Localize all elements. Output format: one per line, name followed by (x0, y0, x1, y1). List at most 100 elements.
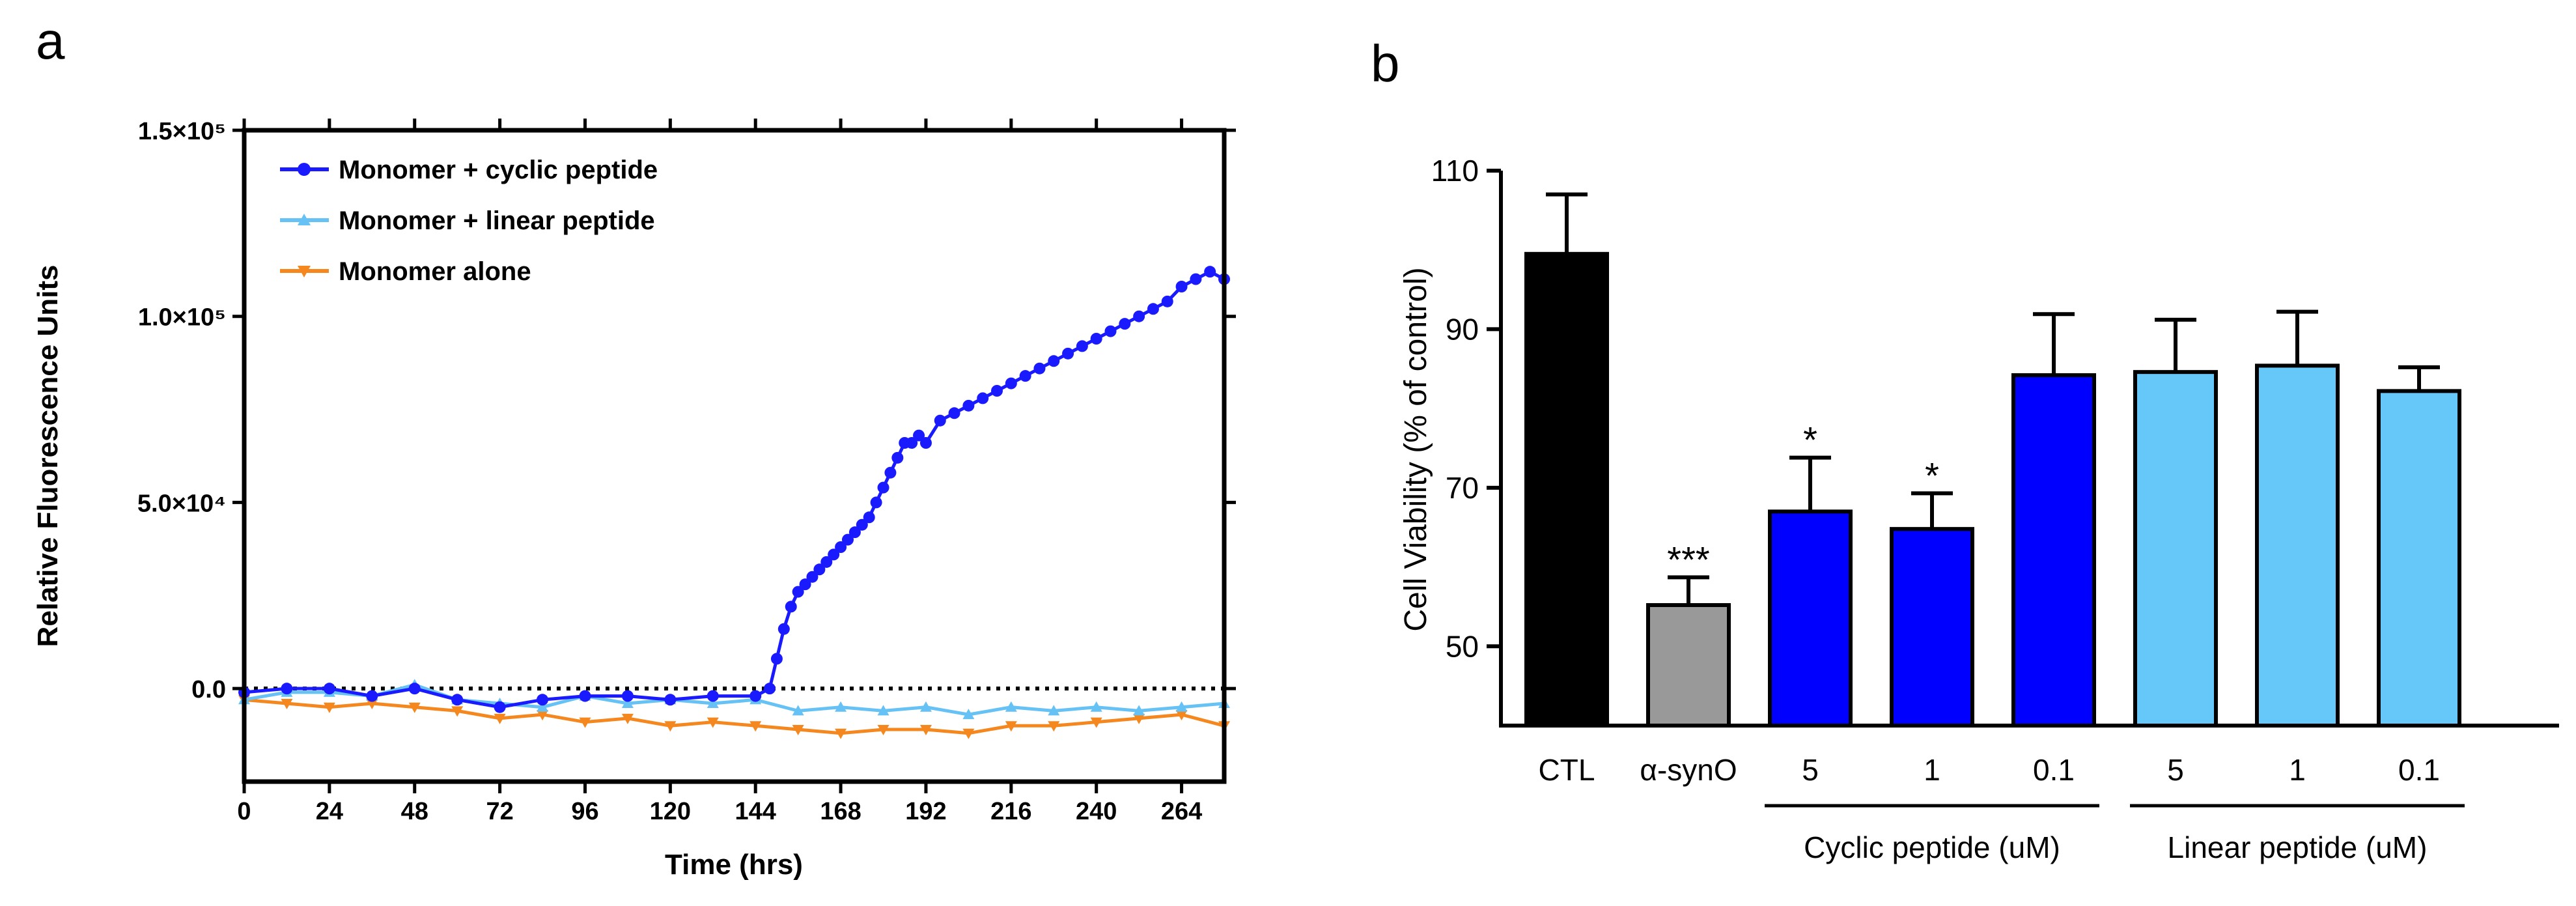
data-point (962, 399, 975, 412)
x-tick-label: 240 (1076, 798, 1117, 825)
series-line-1 (244, 270, 1225, 709)
bar (2011, 373, 2096, 728)
y-tick-label: 5.0×10⁴ (137, 490, 226, 517)
legend-label: Monomer + cyclic peptide (339, 156, 658, 184)
x-tick-label: 120 (650, 798, 691, 825)
chart-a-legend: Monomer + cyclic peptide Monomer + linear… (280, 156, 658, 286)
data-point (1175, 710, 1188, 721)
series-line-3 (244, 698, 1225, 735)
data-point (913, 429, 925, 442)
data-point (451, 694, 464, 706)
chart-a-y-axis-title: Relative Fluorescence Units (32, 265, 64, 647)
data-point (870, 496, 882, 509)
data-point (749, 690, 762, 702)
y-tick-label: 70 (1446, 471, 1479, 505)
x-tick-label: 72 (486, 798, 513, 825)
data-point (962, 709, 975, 720)
chart-b-y-ticks: 50 70 90 110 (1431, 154, 1501, 663)
data-point (1005, 701, 1017, 712)
data-point (621, 713, 634, 724)
data-point (749, 721, 762, 732)
data-point (707, 717, 719, 728)
x-category-label: 1 (1924, 753, 1940, 787)
data-point (366, 690, 378, 702)
data-point (1204, 266, 1216, 278)
y-tick-label: 0.0 (191, 676, 226, 703)
data-point (906, 437, 918, 449)
chart-a-x-ticks: 0 24 48 72 96 120 144 168 192 216 240 264 (237, 119, 1202, 825)
x-tick-label: 48 (401, 798, 428, 825)
y-tick-label: 50 (1446, 629, 1479, 663)
data-point (877, 481, 889, 494)
data-point (664, 721, 677, 732)
data-point (537, 710, 549, 721)
data-point (1147, 303, 1159, 315)
data-point (813, 563, 826, 576)
data-point (579, 690, 591, 702)
data-point (1090, 717, 1102, 728)
chart-b-y-axis-title: Cell Viability (% of control) (1399, 267, 1433, 631)
data-point (919, 725, 932, 735)
data-point (841, 533, 854, 546)
data-point (948, 407, 960, 419)
x-tick-label: 0 (237, 798, 251, 825)
group-label: Cyclic peptide (uM) (1804, 830, 2060, 864)
data-point (323, 702, 335, 713)
panel-b-label: b (1371, 35, 1400, 92)
data-point (877, 705, 889, 716)
series-line-2 (244, 683, 1225, 716)
x-tick-label: 96 (571, 798, 598, 825)
x-tick-label: 144 (735, 798, 776, 825)
x-category-label: CTL (1539, 753, 1595, 787)
data-point (877, 725, 889, 735)
data-point (1190, 273, 1202, 285)
data-point (707, 690, 719, 702)
data-point (863, 511, 875, 524)
data-point (1019, 370, 1031, 382)
data-point (579, 717, 591, 728)
data-point (792, 586, 804, 598)
data-point (806, 571, 819, 583)
data-point (537, 701, 549, 712)
data-point (707, 698, 719, 708)
data-point (494, 713, 506, 724)
data-point (1133, 705, 1145, 716)
data-point (451, 706, 464, 717)
data-point (770, 653, 783, 665)
legend-swatch-marker (298, 266, 311, 277)
data-point (323, 683, 335, 695)
data-point (856, 518, 868, 531)
data-point (1133, 310, 1145, 322)
bar (1524, 251, 1609, 728)
x-category-label: 1 (2289, 753, 2306, 787)
data-point (1090, 333, 1102, 345)
bar (1646, 602, 1731, 728)
y-tick-label: 90 (1446, 312, 1479, 346)
x-category-label: 5 (1802, 753, 1819, 787)
significance-label: * (1803, 419, 1817, 460)
data-point (1175, 281, 1188, 292)
bar (1890, 527, 1974, 728)
group-label: Linear peptide (uM) (2168, 830, 2428, 864)
data-point (792, 705, 804, 716)
bar (2377, 389, 2461, 728)
data-point (621, 698, 634, 708)
x-tick-label: 192 (905, 798, 946, 825)
data-point (1104, 325, 1117, 337)
bar (2133, 370, 2218, 728)
data-point (777, 623, 790, 635)
data-point (792, 725, 804, 735)
data-point (1048, 721, 1060, 732)
data-point (1062, 347, 1074, 360)
data-point (1005, 377, 1017, 389)
data-point (891, 451, 904, 464)
data-point (1048, 355, 1060, 367)
chart-a-x-axis-title: Time (hrs) (665, 849, 803, 881)
panel-a-label: a (36, 12, 65, 70)
data-point (977, 392, 989, 404)
data-point (1119, 318, 1131, 330)
data-point (1090, 701, 1102, 712)
chart-a-line: 0 24 48 72 96 120 144 168 192 216 240 264 0.0 5.0×10… (32, 118, 1236, 881)
